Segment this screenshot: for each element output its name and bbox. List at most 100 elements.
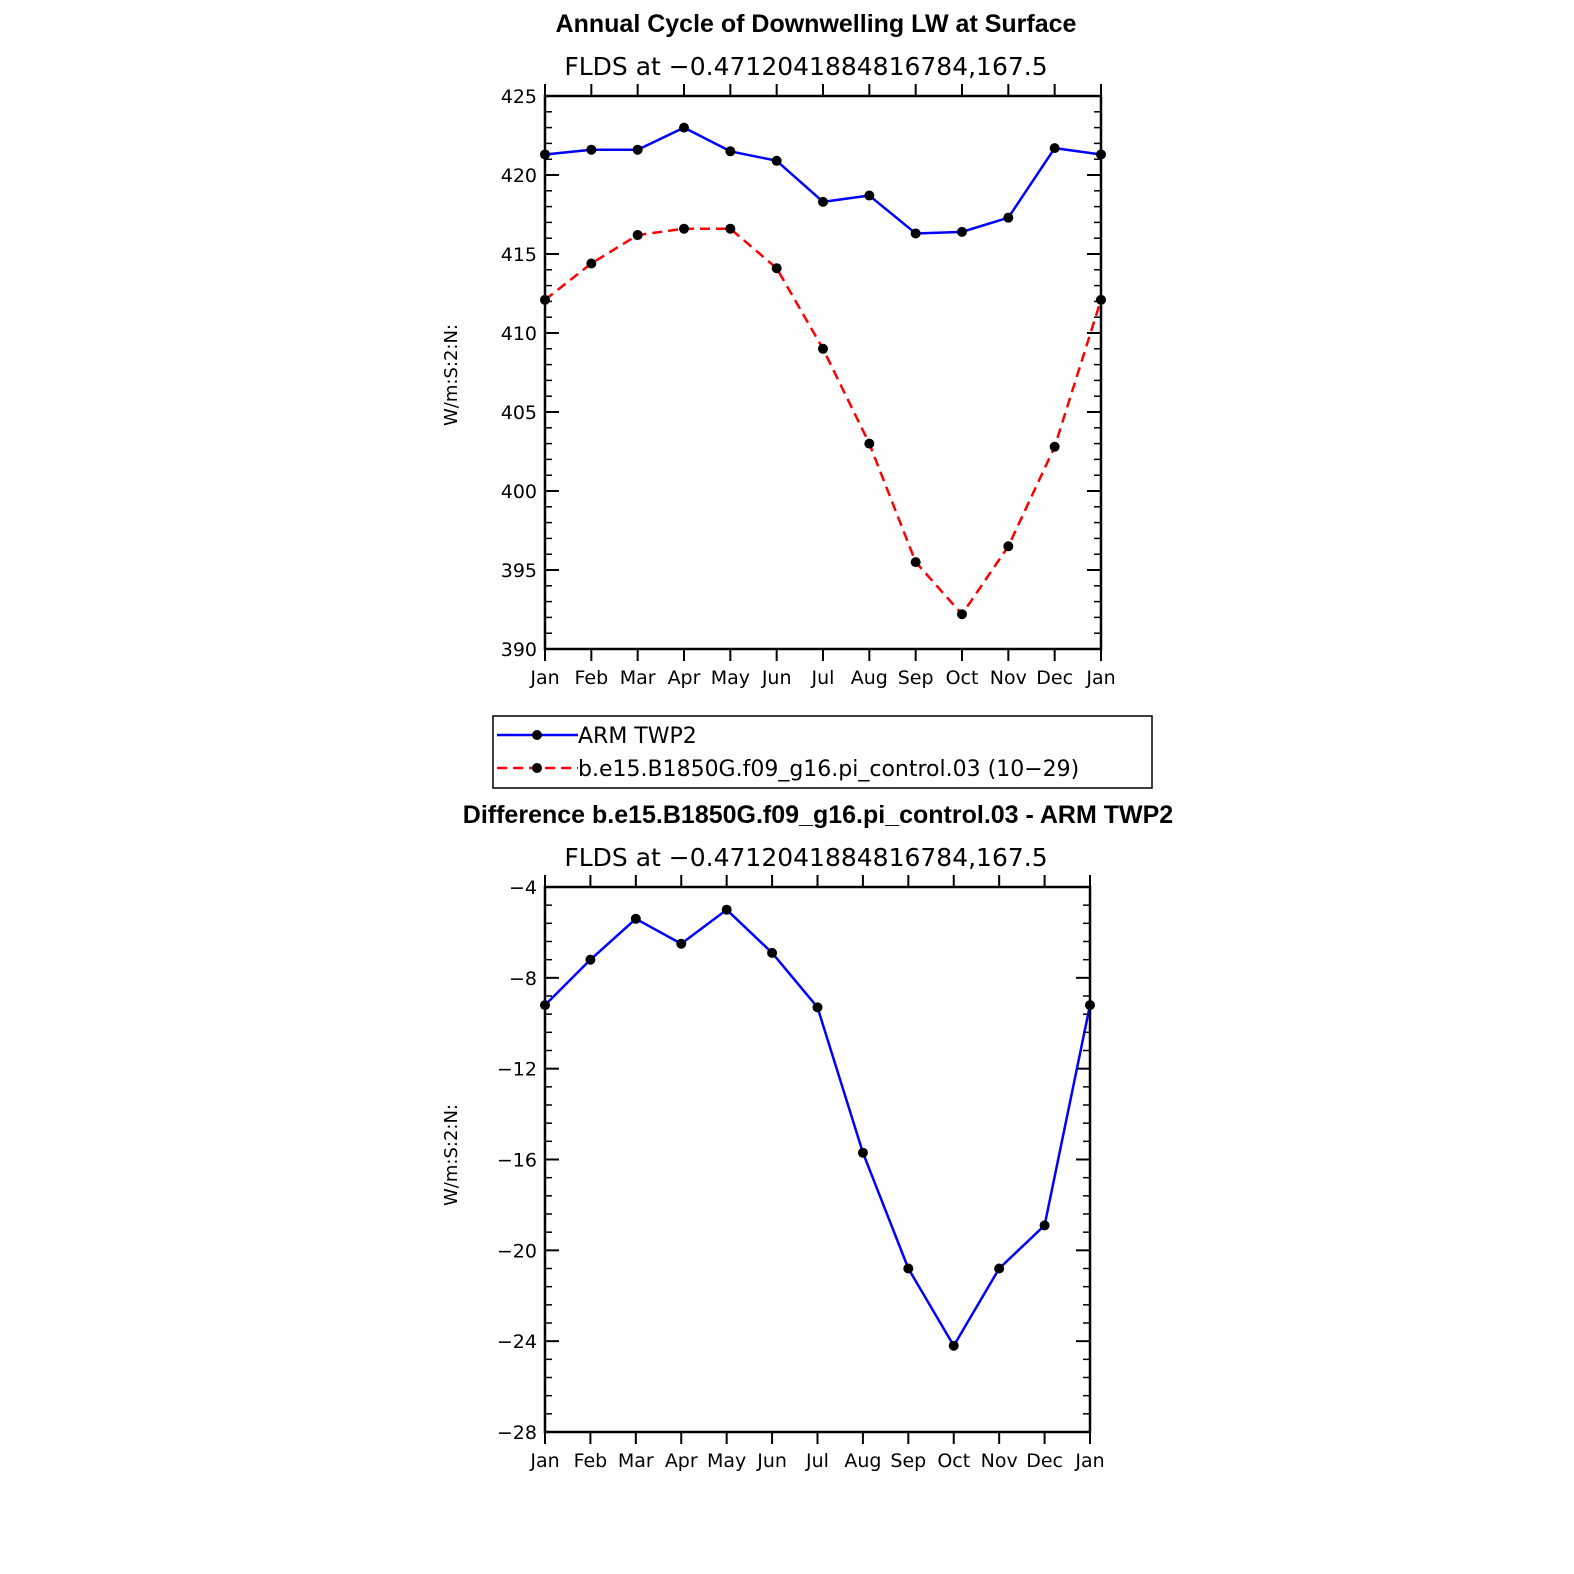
series-points [540,122,1106,620]
data-point [818,343,828,354]
y-tick-label: 425 [501,86,537,108]
data-point [857,1147,868,1158]
x-tick-label: May [707,1450,746,1472]
x-tick-label: Aug [851,667,888,689]
data-point [632,230,643,241]
chart-title: Annual Cycle of Downwelling LW at Surfac… [556,10,1077,38]
legend: ARM TWP2 b.e15.B1850G.f09_g16.pi_control… [492,715,1153,789]
y-tick-label: −16 [497,1150,537,1172]
data-point [586,144,597,155]
data-point [1003,541,1014,552]
data-point [585,954,596,965]
x-tick-label: Jul [811,667,835,689]
data-point [818,196,828,207]
y-tick-label: 410 [501,323,537,345]
x-tick-label: Mar [618,1450,654,1472]
data-point [864,438,875,449]
series-points [540,904,1095,1351]
x-tick-label: Jan [529,1450,559,1472]
y-tick-label: 390 [501,639,537,661]
y-tick-label: −12 [497,1059,537,1081]
plot-frame [543,885,1092,1434]
x-tick-label: Dec [1026,1450,1063,1472]
series-line-0 [544,908,1092,1347]
data-point [721,904,732,915]
legend-label-arm: ARM TWP2 [578,724,697,749]
data-point [679,122,689,133]
x-tick-label: Aug [844,1450,881,1472]
data-point [903,1263,914,1274]
x-tick-label: Sep [890,1450,926,1472]
data-point [679,223,689,234]
y-ticks: −28 −24 −20 −16 −12 −8 −4 [497,877,1090,1444]
x-tick-label: Feb [575,667,609,689]
data-point [771,155,782,166]
x-tick-label: Mar [620,667,656,689]
chart-title: Difference b.e15.B1850G.f09_g16.pi_contr… [463,801,1173,829]
y-tick-label: −28 [497,1422,537,1444]
x-tick-label: May [711,667,750,689]
data-point [910,557,921,568]
x-tick-label: Jan [1074,1450,1104,1472]
data-point [1039,1220,1050,1231]
y-axis-label: W/m:S:2:N: [441,1104,462,1206]
data-point [948,1340,959,1351]
x-tick-label: Nov [981,1450,1018,1472]
data-point [910,228,921,239]
data-point [725,223,736,234]
x-ticks: Jan Feb Mar Apr May Jun Jul Aug Sep Oct Nov Dec Jan [529,84,1116,689]
data-point [994,1263,1005,1274]
chart-subtitle: FLDS at −0.4712041884816784,167.5 [564,52,1047,81]
x-tick-label: Jun [756,1450,787,1472]
data-point [864,190,875,201]
y-tick-label: 400 [501,481,537,503]
data-point [812,1002,823,1013]
data-point [1003,212,1014,223]
y-axis-label: W/m:S:2:N: [441,324,462,426]
x-ticks: Jan Feb Mar Apr May Jun Jul Aug Sep Oct Nov Dec Jan [529,875,1105,1472]
annual-cycle-chart: Annual Cycle of Downwelling LW at Surfac… [441,10,1116,689]
x-tick-label: Oct [937,1450,970,1472]
y-tick-label: −8 [509,968,537,990]
data-point [767,947,778,958]
data-point [771,263,782,274]
x-tick-label: Jul [805,1450,829,1472]
x-tick-label: Apr [668,667,701,689]
legend-marker-arm [532,730,542,740]
y-tick-label: −24 [497,1331,537,1353]
x-tick-label: Apr [665,1450,698,1472]
data-point [632,144,643,155]
x-tick-label: Dec [1036,667,1073,689]
data-point [1049,441,1060,452]
y-tick-label: 415 [501,244,537,266]
x-tick-label: Sep [898,667,934,689]
data-point [676,938,687,949]
difference-chart: Difference b.e15.B1850G.f09_g16.pi_contr… [441,801,1173,1472]
y-tick-label: −20 [497,1240,537,1262]
x-tick-label: Feb [574,1450,608,1472]
data-point [630,913,641,924]
plot-frame [543,94,1103,651]
x-tick-label: Jun [761,667,792,689]
series-line-1 [544,227,1103,616]
y-tick-label: −4 [509,877,537,899]
chart-subtitle: FLDS at −0.4712041884816784,167.5 [564,843,1047,872]
y-tick-label: 405 [501,402,537,424]
series-line-0 [544,126,1102,235]
y-ticks: 390 395 400 405 410 415 420 425 [501,86,1101,661]
x-tick-label: Jan [529,667,559,689]
x-tick-label: Oct [946,667,979,689]
legend-marker-model [532,763,542,773]
data-point [1049,143,1060,154]
x-tick-label: Jan [1085,667,1115,689]
x-tick-label: Nov [990,667,1027,689]
series-lines [544,908,1092,1347]
legend-label-model: b.e15.B1850G.f09_g16.pi_control.03 (10−2… [578,757,1079,782]
data-point [586,258,597,269]
y-tick-label: 420 [501,165,537,187]
data-point [957,226,967,237]
data-point [957,609,967,620]
y-tick-label: 395 [501,560,537,582]
legend-box [492,715,1153,789]
